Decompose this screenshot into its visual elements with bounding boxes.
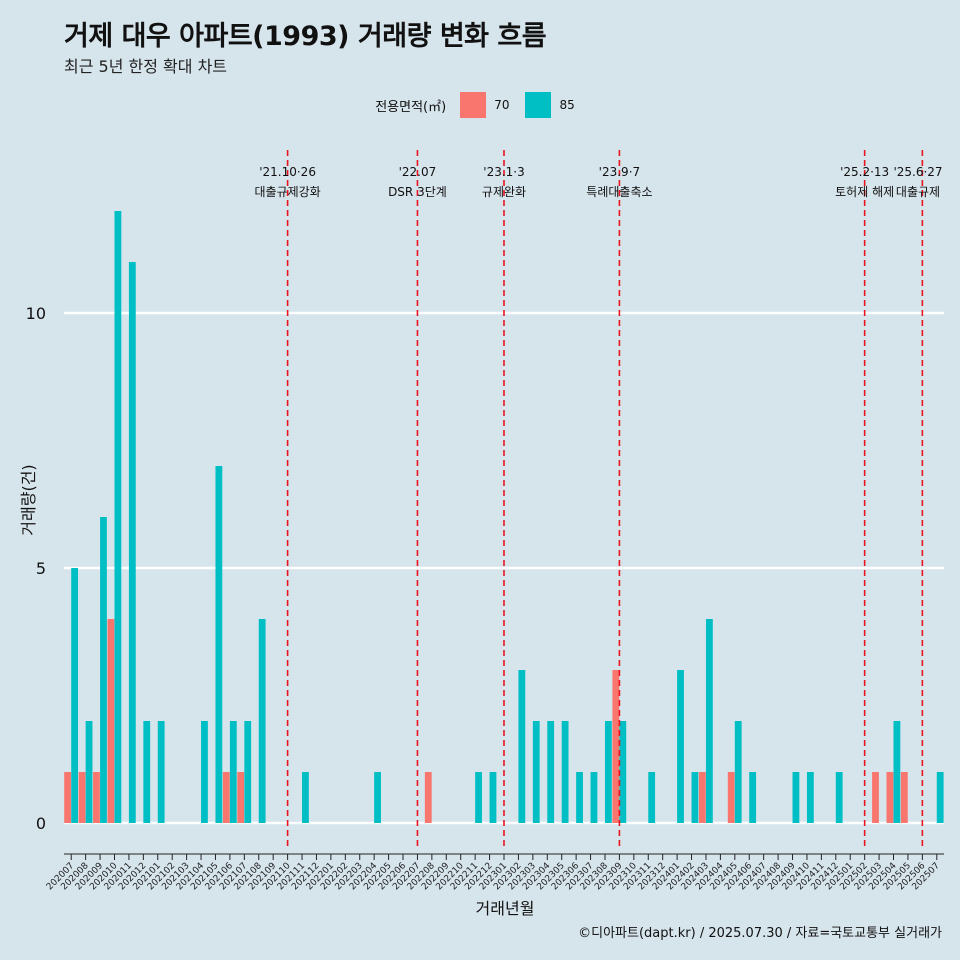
bar-85-202104	[201, 721, 208, 823]
bar-70-202010	[107, 619, 115, 823]
event-label: DSR 3단계	[388, 185, 447, 199]
bar-85-202105	[215, 466, 223, 823]
bar-85-202308	[604, 721, 612, 823]
event-date: '21.10·26	[259, 165, 316, 179]
event-label: 토허제 해제	[835, 185, 894, 199]
bar-70-202106	[222, 772, 230, 823]
bar-85-202403	[705, 619, 713, 823]
y-tick-label: 5	[36, 559, 46, 578]
legend-key-85	[525, 92, 552, 118]
axes: 2020072020082020092020102020112020122021…	[45, 853, 944, 892]
bar-70-202208	[424, 772, 432, 823]
bar-85-202106	[229, 721, 237, 823]
event-date: '23.1·3	[483, 165, 524, 179]
bar-85-202405	[734, 721, 742, 823]
legend-key-70	[460, 92, 487, 118]
event-date: '25.2·13	[840, 165, 889, 179]
event-label: 규제완화	[482, 185, 526, 199]
y-tick-label: 10	[26, 304, 46, 323]
event-label: 대출규제	[896, 185, 940, 199]
bar-85-202212	[489, 772, 497, 823]
bar-85-202507	[936, 772, 944, 823]
bar-70-202309	[612, 670, 620, 823]
bar-85-202204	[374, 772, 381, 823]
event-date: '25.6·27	[893, 165, 942, 179]
bar-85-202305	[561, 721, 569, 823]
legend-label-85: 85	[559, 98, 575, 112]
bar-70-202405	[727, 772, 735, 823]
bar-85-202306	[576, 772, 583, 823]
event-date: '23.9·7	[599, 165, 640, 179]
bar-85-202211	[475, 772, 482, 823]
bar-85-202412	[835, 772, 843, 823]
bar-85-202009	[100, 517, 107, 823]
y-tick-label: 0	[36, 814, 46, 833]
bar-70-202403	[698, 772, 706, 823]
bar-85-202504	[893, 721, 901, 823]
bar-85-202304	[547, 721, 555, 823]
event-markers: '21.10·26 대출규제강화 '22.07 DSR 3단계 '23.1·3 규제완화 '…	[254, 150, 943, 850]
bar-85-202008	[85, 721, 93, 823]
legend-label-70: 70	[494, 98, 510, 112]
bar-85-202011	[128, 262, 136, 823]
bar-85-202409	[792, 772, 800, 823]
caption: ©디아파트(dapt.kr) / 2025.07.30 / 자료=국토교통부 실…	[578, 926, 942, 941]
bar-85-202402	[691, 772, 699, 823]
bar-70-202107	[237, 772, 245, 823]
bar-85-202012	[143, 721, 151, 823]
bar-85-202307	[590, 772, 598, 823]
bar-85-202101	[157, 721, 165, 823]
bar-85-202108	[258, 619, 266, 823]
bar-85-202311	[648, 772, 656, 823]
y-axis-title: 거래량(건)	[19, 464, 38, 535]
bar-85-202406	[749, 772, 757, 823]
page-subtitle: 최근 5년 한정 확대 차트	[64, 57, 228, 76]
event-label: 대출규제강화	[254, 185, 320, 199]
bar-70-202503	[872, 772, 879, 823]
bar-70-202504	[886, 772, 894, 823]
bar-70-202008	[78, 772, 86, 823]
x-axis-title: 거래년월	[476, 899, 535, 918]
bar-70-202505	[900, 772, 908, 823]
legend: 전용면적(㎡) 70 85	[0, 92, 960, 118]
bar-85-202309	[619, 721, 627, 823]
bar-85-202401	[677, 670, 684, 823]
bar-70-202009	[93, 772, 100, 823]
bar-85-202107	[244, 721, 252, 823]
event-label: 특례대출축소	[586, 185, 652, 199]
bar-85-202111	[302, 772, 309, 823]
bar-70-202007	[64, 772, 72, 823]
bar-85-202302	[518, 670, 526, 823]
page-title: 거제 대우 아파트(1993) 거래량 변화 흐름	[64, 21, 547, 52]
legend-title: 전용면적(㎡)	[375, 99, 447, 115]
bar-85-202010	[114, 211, 122, 823]
bar-85-202410	[806, 772, 814, 823]
bar-85-202303	[532, 721, 540, 823]
bar-85-202007	[71, 568, 79, 823]
bars	[64, 211, 944, 823]
event-date: '22.07	[399, 165, 437, 179]
